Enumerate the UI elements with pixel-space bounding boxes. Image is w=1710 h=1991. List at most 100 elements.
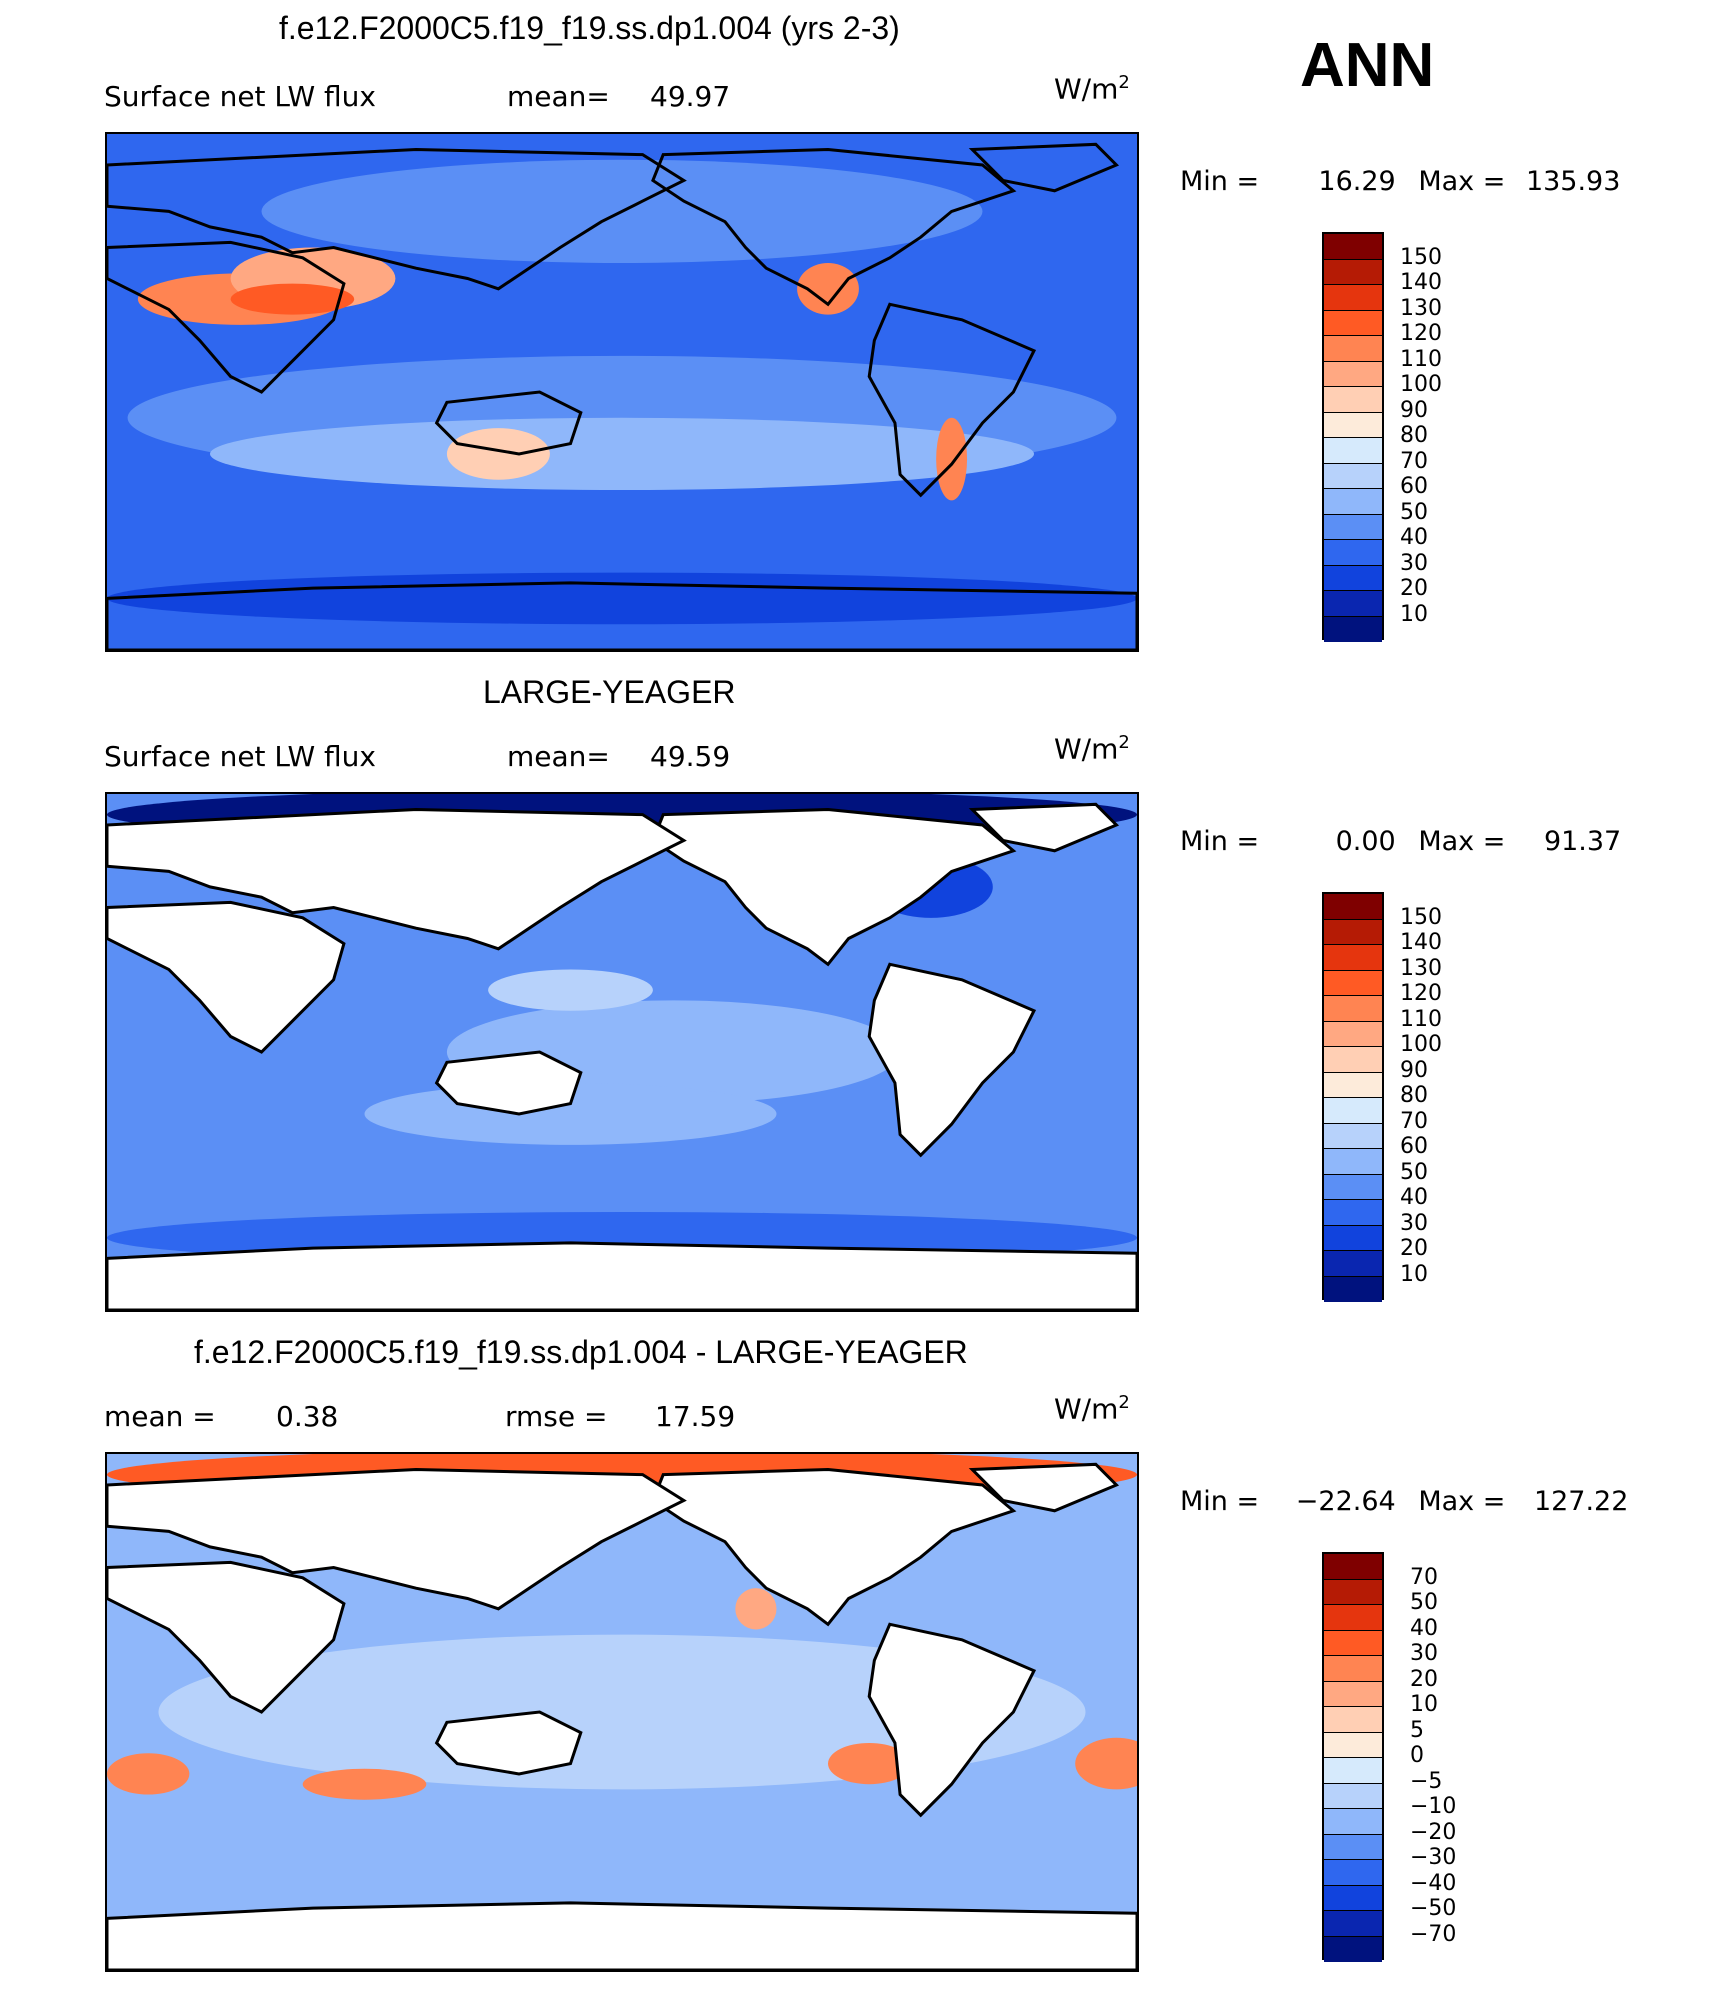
- panel3-rmse-value: 17.59: [655, 1400, 736, 1433]
- coastline: [869, 304, 1034, 495]
- panel1-minmax: Min = 16.29 Max = 135.93: [1180, 166, 1621, 197]
- colorbar-tick-label: 150: [1400, 244, 1442, 270]
- colorbar-swatch: [1324, 1656, 1382, 1682]
- colorbar-swatch: [1324, 234, 1382, 260]
- colorbar-swatch: [1324, 591, 1382, 617]
- panel1-mean-value: 49.97: [650, 80, 731, 113]
- coastline: [437, 1052, 581, 1114]
- map-field-region: [107, 572, 1137, 625]
- colorbar-swatch: [1324, 387, 1382, 413]
- panel2-minmax: Min = 0.00 Max = 91.37: [1180, 826, 1622, 857]
- coastline: [107, 583, 1137, 650]
- colorbar-tick-label: 40: [1400, 1185, 1428, 1210]
- colorbar-tick-label: 10: [1400, 1261, 1428, 1287]
- colorbar-swatch: [1324, 1021, 1382, 1047]
- colorbar-tick-label: 10: [1400, 601, 1428, 627]
- colorbar-tick-label: −50: [1410, 1896, 1457, 1921]
- coastline: [437, 392, 581, 454]
- colorbar-tick-label: −40: [1410, 1870, 1457, 1896]
- coastline: [107, 1243, 1137, 1310]
- colorbar-tick-label: 60: [1400, 474, 1428, 499]
- coastline: [869, 1624, 1034, 1815]
- colorbar-tick-label: −20: [1410, 1819, 1457, 1845]
- panel1-mean-label: mean=: [507, 80, 610, 113]
- map-field-region: [446, 428, 550, 480]
- colorbar-swatch: [1324, 1605, 1382, 1631]
- colorbar-tick-label: 90: [1400, 1057, 1428, 1083]
- coastline: [972, 804, 1116, 850]
- panel1-title: f.e12.F2000C5.f19_f19.ss.dp1.004 (yrs 2-…: [279, 10, 900, 46]
- colorbar-tick-label: −70: [1410, 1921, 1457, 1947]
- map-field-region: [735, 1588, 777, 1630]
- colorbar-swatch: [1324, 1251, 1382, 1277]
- map-field-region: [107, 1753, 190, 1795]
- colorbar-swatch: [1324, 1276, 1382, 1302]
- coastline: [107, 242, 344, 392]
- coastline: [107, 902, 344, 1052]
- colorbar-tick-label: 30: [1410, 1641, 1438, 1666]
- panel3-minmax: Min = −22.64 Max = 127.22: [1180, 1486, 1629, 1517]
- colorbar-tick-label: 80: [1400, 423, 1428, 448]
- colorbar-tick-label: −30: [1410, 1845, 1457, 1870]
- colorbar-swatch: [1324, 489, 1382, 515]
- map-field-region: [797, 263, 859, 315]
- coastline: [653, 809, 1014, 964]
- colorbar-swatch: [1324, 1911, 1382, 1937]
- colorbar-swatch: [1324, 259, 1382, 285]
- colorbar-tick-label: 120: [1400, 321, 1442, 346]
- colorbar-tick-label: 30: [1400, 550, 1428, 576]
- panel3-title: f.e12.F2000C5.f19_f19.ss.dp1.004 - LARGE…: [194, 1334, 968, 1370]
- colorbar-tick-label: 40: [1410, 1615, 1438, 1641]
- colorbar-tick-label: 0: [1410, 1743, 1424, 1768]
- coastline: [972, 144, 1116, 190]
- colorbar-tick-label: 130: [1400, 955, 1442, 981]
- map-field-region: [936, 417, 968, 501]
- colorbar-tick-label: 140: [1400, 270, 1442, 295]
- coastline: [107, 149, 684, 288]
- panel1-map: [105, 132, 1139, 652]
- coastline: [653, 149, 1014, 304]
- coastline: [107, 1562, 344, 1712]
- colorbar-tick-label: 100: [1400, 1032, 1442, 1057]
- colorbar-swatch: [1324, 1174, 1382, 1200]
- panel3-mean-value: 0.38: [276, 1400, 339, 1433]
- colorbar-swatch: [1324, 336, 1382, 362]
- panel2-title: LARGE-YEAGER: [483, 674, 736, 710]
- colorbar-swatch: [1324, 285, 1382, 311]
- colorbar-tick-label: 10: [1410, 1692, 1438, 1717]
- colorbar-swatch: [1324, 1936, 1382, 1962]
- panel2-variable-label: Surface net LW flux: [104, 740, 376, 773]
- colorbar-tick-label: 30: [1400, 1210, 1428, 1236]
- colorbar-swatch: [1324, 1885, 1382, 1911]
- panel2-mean-label: mean=: [507, 740, 610, 773]
- colorbar-swatch: [1324, 438, 1382, 464]
- colorbar-tick-label: 90: [1400, 397, 1428, 423]
- colorbar-tick-label: 50: [1400, 1159, 1428, 1185]
- coastline: [107, 1903, 1137, 1970]
- panel1-variable-label: Surface net LW flux: [104, 80, 376, 113]
- colorbar-tick-label: 100: [1400, 372, 1442, 397]
- colorbar-swatch: [1324, 1707, 1382, 1733]
- panel2-units: W/m2: [1054, 732, 1130, 766]
- colorbar-tick-label: 140: [1400, 930, 1442, 955]
- colorbar-swatch: [1324, 1123, 1382, 1149]
- colorbar-swatch: [1324, 1758, 1382, 1784]
- colorbar-tick-label: 150: [1400, 904, 1442, 930]
- colorbar-swatch: [1324, 1630, 1382, 1656]
- colorbar-swatch: [1324, 1579, 1382, 1605]
- panel3-rmse-label: rmse =: [505, 1400, 608, 1433]
- colorbar-swatch: [1324, 616, 1382, 642]
- colorbar-tick-label: 130: [1400, 295, 1442, 321]
- colorbar-swatch: [1324, 412, 1382, 438]
- colorbar-swatch: [1324, 1834, 1382, 1860]
- coastline: [869, 964, 1034, 1155]
- colorbar-swatch: [1324, 514, 1382, 540]
- colorbar-tick-label: 20: [1400, 1236, 1428, 1261]
- colorbar-tick-label: 80: [1400, 1083, 1428, 1108]
- map-field-region: [210, 417, 1034, 491]
- panel3-units: W/m2: [1054, 1392, 1130, 1426]
- map-field-region: [488, 969, 653, 1011]
- panel2-colorbar: [1322, 892, 1384, 1302]
- colorbar-tick-label: 50: [1410, 1590, 1438, 1615]
- colorbar-swatch: [1324, 1732, 1382, 1758]
